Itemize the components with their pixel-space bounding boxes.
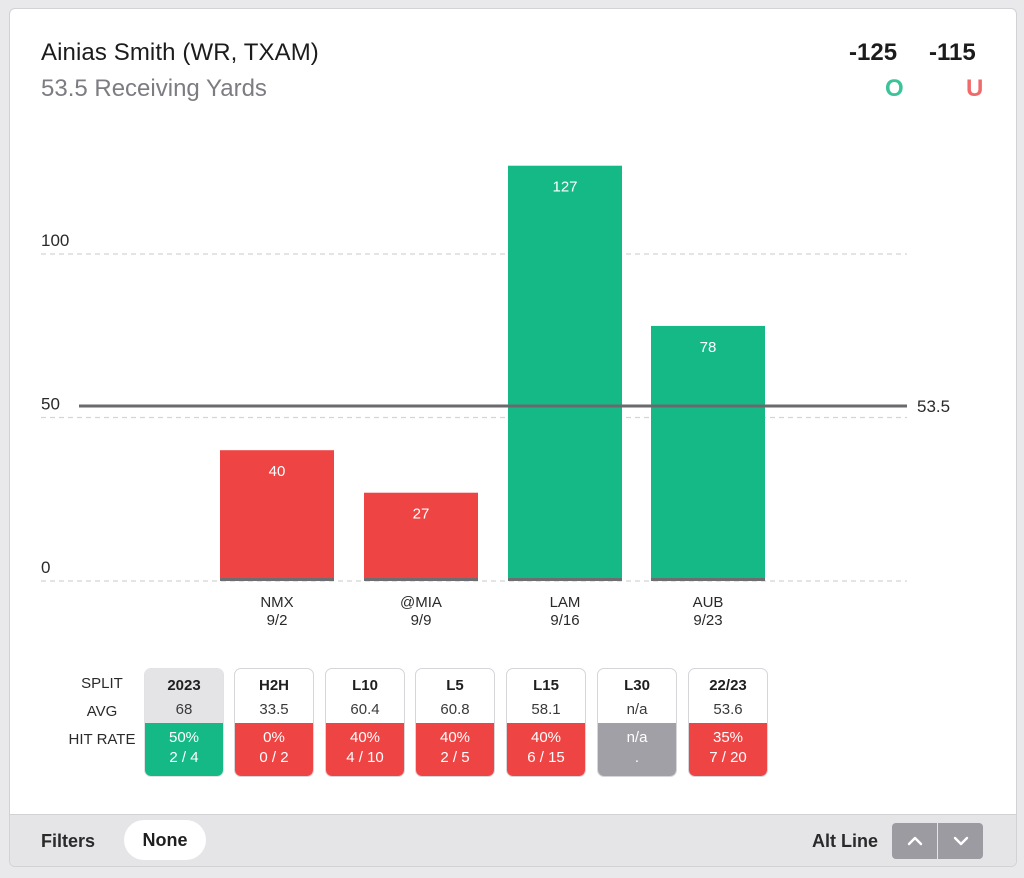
split-row-labels: SPLIT AVG HIT RATE bbox=[65, 675, 139, 759]
x-tick-date: 9/2 bbox=[267, 612, 288, 629]
over-label[interactable]: O bbox=[885, 75, 904, 102]
bar-value-label: 127 bbox=[552, 179, 577, 196]
y-tick-label: 100 bbox=[41, 231, 69, 250]
bar-nmx bbox=[220, 450, 334, 581]
hit-rate-percent: 40% bbox=[349, 729, 381, 746]
bar-value-label: 40 bbox=[269, 463, 286, 480]
hit-rate-record: 6 / 15 bbox=[527, 749, 565, 766]
split-hit-rate: 35% 7 / 20 bbox=[689, 723, 767, 776]
alt-line-down-button[interactable] bbox=[938, 823, 983, 859]
split-label: L5 bbox=[446, 677, 464, 694]
hit-rate-percent: 35% bbox=[712, 729, 744, 746]
x-tick-label: @MIA bbox=[400, 594, 442, 611]
split-label: H2H bbox=[258, 677, 289, 694]
split-l5[interactable]: L5 60.8 40% 2 / 5 bbox=[415, 668, 495, 777]
split-h2h[interactable]: H2H 33.5 0% 0 / 2 bbox=[234, 668, 314, 777]
hit-rate-percent: 40% bbox=[439, 729, 471, 746]
split-2023[interactable]: 2023 68 50% 2 / 4 bbox=[144, 668, 224, 777]
hit-rate-record: 4 / 10 bbox=[346, 749, 384, 766]
hit-rate-record: 2 / 5 bbox=[440, 749, 470, 766]
split-label: L30 bbox=[624, 677, 650, 694]
split-hit-rate: 0% 0 / 2 bbox=[235, 723, 313, 776]
bar-value-label: 27 bbox=[413, 506, 430, 523]
split-label: L15 bbox=[533, 677, 559, 694]
alt-line-up-button[interactable] bbox=[892, 823, 937, 859]
chevron-up-icon bbox=[907, 836, 922, 846]
bar-baseline bbox=[651, 578, 765, 581]
bar-baseline bbox=[220, 578, 334, 581]
split-label: L10 bbox=[352, 677, 378, 694]
y-tick-label: 50 bbox=[41, 395, 60, 414]
bar-value-label: 78 bbox=[700, 339, 717, 356]
under-odds[interactable]: -115 bbox=[929, 39, 976, 66]
bar-aub bbox=[651, 325, 765, 581]
chevron-down-icon bbox=[953, 836, 968, 846]
split-avg: 53.6 bbox=[713, 701, 743, 718]
hit-rate-percent: n/a bbox=[626, 729, 648, 746]
prop-line-subtitle: 53.5 Receiving Yards bbox=[41, 75, 267, 102]
alt-line-label: Alt Line bbox=[812, 831, 878, 851]
split-avg: n/a bbox=[626, 701, 648, 718]
hit-rate-percent: 50% bbox=[168, 729, 200, 746]
prop-card: Ainias Smith (WR, TXAM) 53.5 Receiving Y… bbox=[9, 8, 1017, 867]
y-tick-label: 0 bbox=[41, 558, 50, 577]
split-hit-rate: 40% 2 / 5 bbox=[416, 723, 494, 776]
under-label[interactable]: U bbox=[966, 75, 984, 102]
over-odds[interactable]: -125 bbox=[849, 39, 898, 66]
split-label: 2023 bbox=[145, 669, 223, 700]
hit-rate-record: 7 / 20 bbox=[709, 749, 747, 766]
hit-rate-record: 0 / 2 bbox=[259, 749, 289, 766]
filters-button[interactable]: None bbox=[124, 820, 206, 860]
bar-mia bbox=[364, 492, 478, 581]
footer-bar: Filters None Alt Line bbox=[10, 814, 1016, 866]
split-row-label: SPLIT bbox=[81, 675, 123, 692]
split-avg: 60.4 bbox=[350, 701, 380, 718]
x-tick-date: 9/16 bbox=[550, 612, 579, 629]
split-hit-rate: 40% 4 / 10 bbox=[326, 723, 404, 776]
x-tick-label: NMX bbox=[260, 594, 293, 611]
split-l30[interactable]: L30 n/a n/a. bbox=[597, 668, 677, 777]
hit-rate-row-label: HIT RATE bbox=[68, 731, 136, 748]
split-avg: 58.1 bbox=[531, 701, 561, 718]
bar-baseline bbox=[364, 578, 478, 581]
player-title: Ainias Smith (WR, TXAM) bbox=[41, 39, 319, 66]
x-tick-date: 9/23 bbox=[693, 612, 722, 629]
bar-baseline bbox=[508, 578, 622, 581]
split-l10[interactable]: L10 60.4 40% 4 / 10 bbox=[325, 668, 405, 777]
hit-rate-percent: 0% bbox=[263, 729, 285, 746]
hit-rate-record: . bbox=[634, 749, 640, 766]
split-avg: 60.8 bbox=[440, 701, 470, 718]
bar-lam bbox=[508, 165, 622, 581]
hit-rate-record: 2 / 4 bbox=[169, 749, 199, 766]
split-avg: 33.5 bbox=[259, 701, 289, 718]
split-hit-rate: n/a. bbox=[598, 723, 676, 776]
prop-line-label: 53.5 bbox=[917, 397, 950, 416]
x-tick-label: LAM bbox=[550, 594, 581, 611]
hit-rate-percent: 40% bbox=[530, 729, 562, 746]
avg-row-label: AVG bbox=[86, 703, 118, 720]
split-avg: 68 bbox=[145, 700, 223, 723]
split-2223[interactable]: 22/23 53.6 35% 7 / 20 bbox=[688, 668, 768, 777]
split-l15[interactable]: L15 58.1 40% 6 / 15 bbox=[506, 668, 586, 777]
split-hit-rate: 40% 6 / 15 bbox=[507, 723, 585, 776]
x-tick-label: AUB bbox=[693, 594, 724, 611]
split-label: 22/23 bbox=[709, 677, 747, 694]
x-tick-date: 9/9 bbox=[411, 612, 432, 629]
split-hit-rate: 50% 2 / 4 bbox=[145, 723, 223, 776]
filters-label: Filters bbox=[41, 831, 96, 851]
